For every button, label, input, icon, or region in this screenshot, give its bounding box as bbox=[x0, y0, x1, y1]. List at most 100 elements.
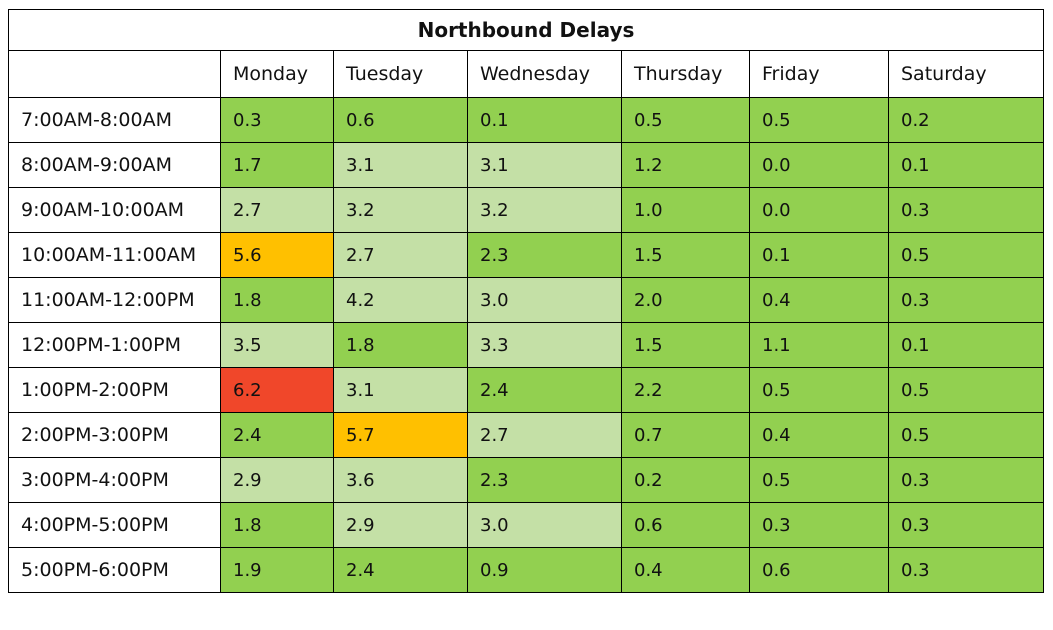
data-cell: 3.1 bbox=[333, 367, 468, 413]
data-cell: 3.6 bbox=[333, 457, 468, 503]
column-header-saturday: Saturday bbox=[888, 50, 1044, 98]
row-label: 1:00PM-2:00PM bbox=[8, 367, 221, 413]
data-cell: 5.6 bbox=[220, 232, 334, 278]
data-cell: 3.1 bbox=[333, 142, 468, 188]
data-cell: 0.1 bbox=[888, 322, 1044, 368]
data-cell: 5.7 bbox=[333, 412, 468, 458]
data-cell: 0.3 bbox=[749, 502, 889, 548]
data-cell: 0.6 bbox=[333, 97, 468, 143]
data-cell: 0.5 bbox=[749, 367, 889, 413]
data-cell: 1.8 bbox=[220, 502, 334, 548]
column-header-thursday: Thursday bbox=[621, 50, 750, 98]
data-cell: 2.4 bbox=[467, 367, 622, 413]
data-cell: 0.3 bbox=[888, 187, 1044, 233]
data-cell: 3.0 bbox=[467, 502, 622, 548]
row-label: 7:00AM-8:00AM bbox=[8, 97, 221, 143]
data-cell: 1.1 bbox=[749, 322, 889, 368]
data-cell: 0.2 bbox=[621, 457, 750, 503]
data-cell: 1.8 bbox=[333, 322, 468, 368]
data-cell: 0.3 bbox=[888, 502, 1044, 548]
data-cell: 1.7 bbox=[220, 142, 334, 188]
data-cell: 0.5 bbox=[888, 412, 1044, 458]
data-cell: 3.2 bbox=[333, 187, 468, 233]
data-cell: 0.5 bbox=[888, 367, 1044, 413]
data-cell: 0.1 bbox=[749, 232, 889, 278]
row-label: 11:00AM-12:00PM bbox=[8, 277, 221, 323]
data-cell: 4.2 bbox=[333, 277, 468, 323]
data-cell: 3.1 bbox=[467, 142, 622, 188]
row-label: 5:00PM-6:00PM bbox=[8, 547, 221, 593]
data-cell: 1.5 bbox=[621, 322, 750, 368]
column-header-tuesday: Tuesday bbox=[333, 50, 468, 98]
data-cell: 0.7 bbox=[621, 412, 750, 458]
table-row: 11:00AM-12:00PM 1.8 4.2 3.0 2.0 0.4 0.3 bbox=[8, 277, 1044, 323]
data-cell: 0.3 bbox=[220, 97, 334, 143]
column-header-friday: Friday bbox=[749, 50, 889, 98]
table-row: 5:00PM-6:00PM 1.9 2.4 0.9 0.4 0.6 0.3 bbox=[8, 547, 1044, 593]
data-cell: 0.3 bbox=[888, 457, 1044, 503]
data-cell: 2.7 bbox=[333, 232, 468, 278]
data-cell: 0.6 bbox=[621, 502, 750, 548]
data-cell: 0.0 bbox=[749, 142, 889, 188]
data-cell: 6.2 bbox=[220, 367, 334, 413]
data-cell: 1.2 bbox=[621, 142, 750, 188]
row-label: 2:00PM-3:00PM bbox=[8, 412, 221, 458]
table-title: Northbound Delays bbox=[8, 9, 1044, 51]
data-cell: 2.9 bbox=[220, 457, 334, 503]
column-header-row: Monday Tuesday Wednesday Thursday Friday Satu… bbox=[8, 50, 1044, 98]
data-cell: 3.5 bbox=[220, 322, 334, 368]
data-cell: 0.3 bbox=[888, 547, 1044, 593]
data-cell: 1.0 bbox=[621, 187, 750, 233]
delays-table: Northbound Delays Monday Tuesday Wednesday… bbox=[8, 9, 1044, 593]
data-cell: 0.4 bbox=[749, 277, 889, 323]
table-row: 12:00PM-1:00PM 3.5 1.8 3.3 1.5 1.1 0.1 bbox=[8, 322, 1044, 368]
data-cell: 2.9 bbox=[333, 502, 468, 548]
row-label: 9:00AM-10:00AM bbox=[8, 187, 221, 233]
data-cell: 0.6 bbox=[749, 547, 889, 593]
data-cell: 0.2 bbox=[888, 97, 1044, 143]
column-header-wednesday: Wednesday bbox=[467, 50, 622, 98]
data-cell: 0.3 bbox=[888, 277, 1044, 323]
table-row: 4:00PM-5:00PM 1.8 2.9 3.0 0.6 0.3 0.3 bbox=[8, 502, 1044, 548]
data-cell: 1.9 bbox=[220, 547, 334, 593]
data-cell: 0.4 bbox=[749, 412, 889, 458]
table-row: 2:00PM-3:00PM 2.4 5.7 2.7 0.7 0.4 0.5 bbox=[8, 412, 1044, 458]
data-cell: 2.3 bbox=[467, 232, 622, 278]
data-cell: 3.2 bbox=[467, 187, 622, 233]
table-row: 8:00AM-9:00AM 1.7 3.1 3.1 1.2 0.0 0.1 bbox=[8, 142, 1044, 188]
data-cell: 3.3 bbox=[467, 322, 622, 368]
data-cell: 1.8 bbox=[220, 277, 334, 323]
row-label: 4:00PM-5:00PM bbox=[8, 502, 221, 548]
table-body: 7:00AM-8:00AM 0.3 0.6 0.1 0.5 0.5 0.2 8:00AM-9:… bbox=[8, 97, 1044, 593]
table-row: 1:00PM-2:00PM 6.2 3.1 2.4 2.2 0.5 0.5 bbox=[8, 367, 1044, 413]
data-cell: 0.0 bbox=[749, 187, 889, 233]
data-cell: 2.4 bbox=[220, 412, 334, 458]
data-cell: 2.7 bbox=[220, 187, 334, 233]
column-header-monday: Monday bbox=[220, 50, 334, 98]
table-row: 10:00AM-11:00AM 5.6 2.7 2.3 1.5 0.1 0.5 bbox=[8, 232, 1044, 278]
data-cell: 0.5 bbox=[888, 232, 1044, 278]
data-cell: 0.1 bbox=[467, 97, 622, 143]
data-cell: 2.7 bbox=[467, 412, 622, 458]
table-row: 9:00AM-10:00AM 2.7 3.2 3.2 1.0 0.0 0.3 bbox=[8, 187, 1044, 233]
table-row: 3:00PM-4:00PM 2.9 3.6 2.3 0.2 0.5 0.3 bbox=[8, 457, 1044, 503]
table-row: 7:00AM-8:00AM 0.3 0.6 0.1 0.5 0.5 0.2 bbox=[8, 97, 1044, 143]
row-label: 10:00AM-11:00AM bbox=[8, 232, 221, 278]
data-cell: 0.9 bbox=[467, 547, 622, 593]
row-label: 3:00PM-4:00PM bbox=[8, 457, 221, 503]
data-cell: 0.4 bbox=[621, 547, 750, 593]
data-cell: 0.5 bbox=[749, 97, 889, 143]
corner-cell bbox=[8, 50, 221, 98]
data-cell: 2.3 bbox=[467, 457, 622, 503]
delays-table-container: Northbound Delays Monday Tuesday Wednesday… bbox=[8, 9, 1044, 593]
data-cell: 2.2 bbox=[621, 367, 750, 413]
row-label: 8:00AM-9:00AM bbox=[8, 142, 221, 188]
data-cell: 0.5 bbox=[749, 457, 889, 503]
data-cell: 1.5 bbox=[621, 232, 750, 278]
data-cell: 3.0 bbox=[467, 277, 622, 323]
data-cell: 2.4 bbox=[333, 547, 468, 593]
row-label: 12:00PM-1:00PM bbox=[8, 322, 221, 368]
data-cell: 0.5 bbox=[621, 97, 750, 143]
data-cell: 0.1 bbox=[888, 142, 1044, 188]
data-cell: 2.0 bbox=[621, 277, 750, 323]
